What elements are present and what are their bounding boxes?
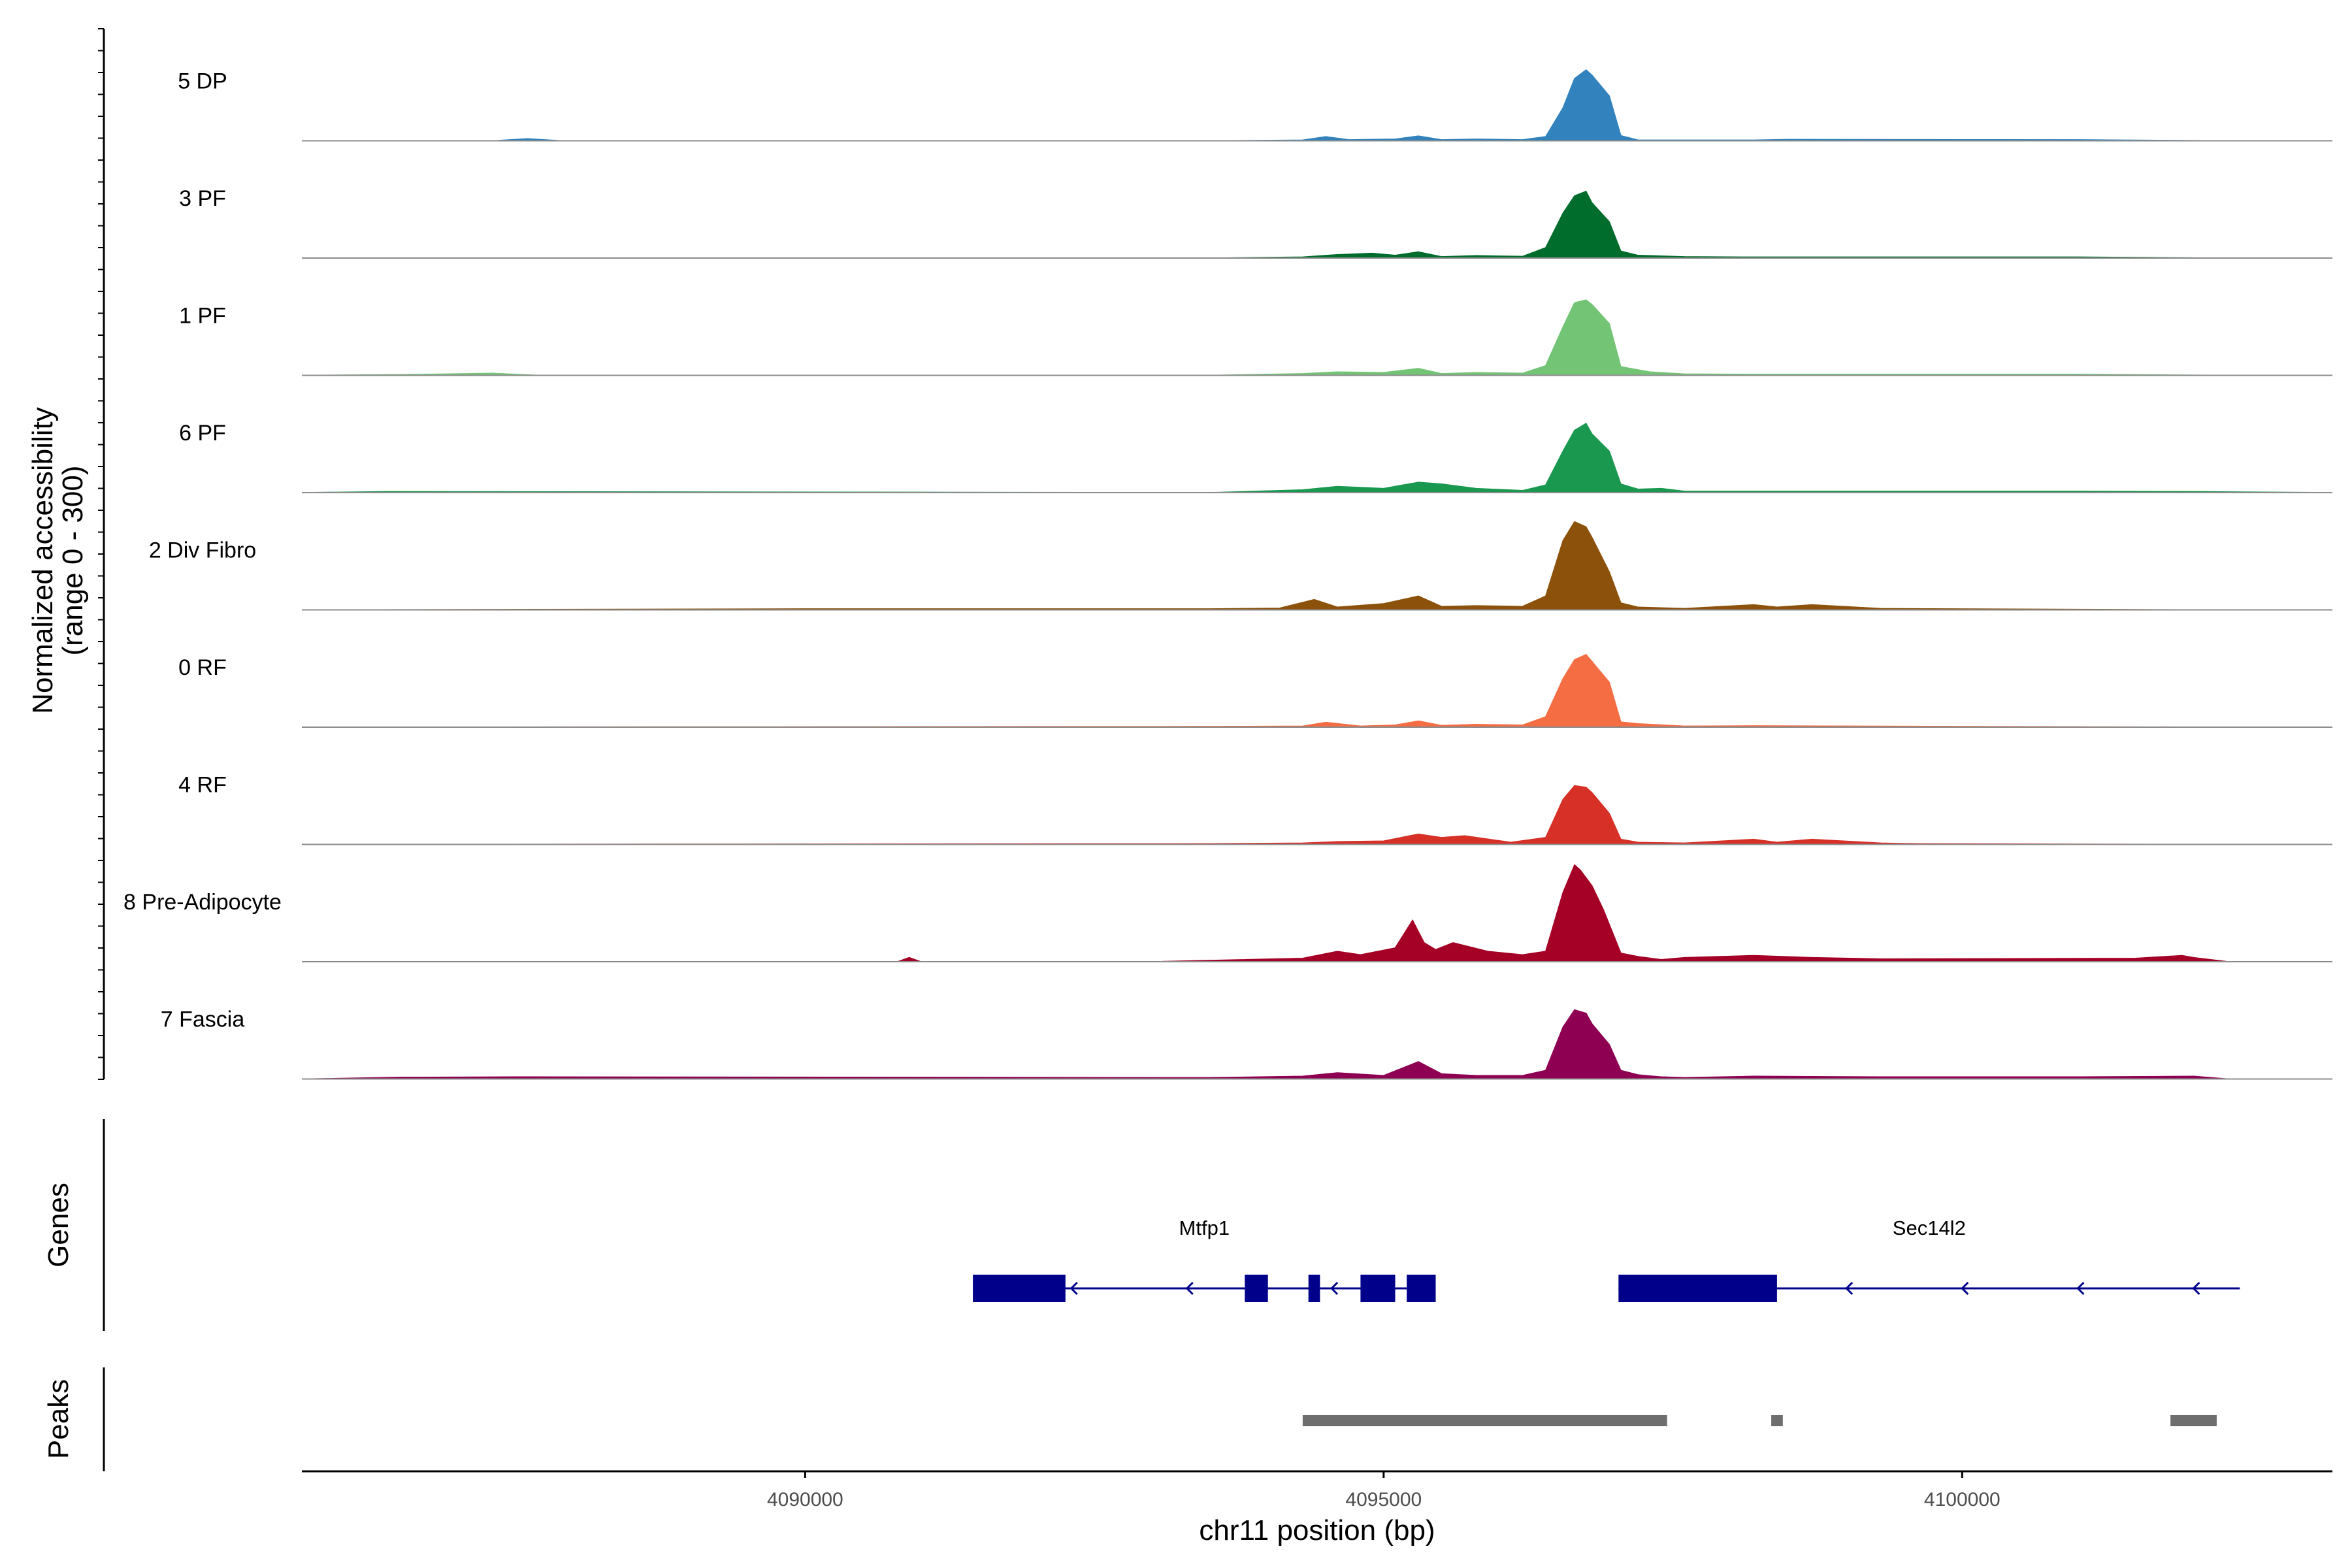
track-5-dp: 5 DP — [178, 69, 2332, 142]
y-axis-title-line2: (range 0 - 300) — [57, 465, 89, 655]
track-label-5-dp: 5 DP — [178, 69, 227, 94]
track-label-2-div-fibro: 2 Div Fibro — [149, 538, 256, 563]
coverage-area-5-dp — [302, 69, 2332, 142]
coverage-area-7-fascia — [301, 1009, 2332, 1080]
x-tick-label: 4100000 — [1924, 1489, 2001, 1511]
track-label-6-pf: 6 PF — [179, 421, 226, 446]
x-tick-label: 4090000 — [767, 1489, 843, 1511]
track-label-1-pf: 1 PF — [179, 304, 226, 329]
track-3-pf: 3 PF — [179, 186, 2332, 259]
strand-arrow — [1961, 1281, 1969, 1296]
track-1-pf: 1 PF — [179, 299, 2332, 376]
coverage-area-1-pf — [301, 299, 2332, 376]
peak-track — [1302, 1415, 2217, 1426]
peak-region — [2170, 1415, 2217, 1426]
track-label-4-rf: 4 RF — [178, 773, 227, 798]
peaks-track-label: Peaks — [42, 1379, 74, 1459]
track-label-3-pf: 3 PF — [179, 186, 226, 211]
strand-arrow — [1330, 1281, 1339, 1296]
coverage-area-6-pf — [301, 423, 2333, 493]
genes-track-label: Genes — [42, 1183, 74, 1267]
peak-region — [1302, 1415, 1667, 1426]
gene-mtfp1: Mtfp1 — [973, 1217, 1436, 1302]
gene-exon — [1360, 1275, 1396, 1302]
track-4-rf: 4 RF — [178, 773, 2332, 845]
gene-sec14l2: Sec14l2 — [1618, 1217, 2240, 1302]
track-label-8-pre-adipocyte: 8 Pre-Adipocyte — [123, 890, 282, 915]
gene-exon — [1618, 1275, 1777, 1302]
track-label-0-rf: 0 RF — [178, 655, 227, 680]
gene-annotation-track: Mtfp1 Sec14l2 — [973, 1217, 2240, 1302]
strand-arrow — [1845, 1281, 1854, 1296]
x-axis-title: chr11 position (bp) — [1199, 1514, 1435, 1546]
gene-label-mtfp1: Mtfp1 — [1179, 1217, 1230, 1239]
accessibility-tracks: 5 DP 3 PF 1 PF 6 PF 2 Div Fibro 0 RF 4 RF 8 Pre… — [123, 69, 2333, 1080]
gene-exon — [1407, 1275, 1436, 1302]
x-tick-label: 4095000 — [1345, 1489, 1422, 1511]
strand-arrow — [1070, 1281, 1078, 1296]
gene-exon — [973, 1275, 1066, 1302]
coverage-area-8-pre-adipocyte — [302, 864, 2332, 962]
track-6-pf: 6 PF — [179, 421, 2333, 493]
y-axis-title-line1: Normalized accessibility — [27, 407, 59, 713]
strand-arrow — [2192, 1281, 2200, 1296]
track-0-rf: 0 RF — [178, 653, 2332, 728]
track-label-7-fascia: 7 Fascia — [161, 1007, 245, 1032]
track-8-pre-adipocyte: 8 Pre-Adipocyte — [123, 864, 2332, 962]
coverage-area-3-pf — [302, 190, 2332, 259]
gene-label-sec14l2: Sec14l2 — [1893, 1217, 1966, 1239]
coverage-area-4-rf — [301, 785, 2332, 845]
gene-exon — [1245, 1275, 1268, 1302]
strand-arrow — [1185, 1281, 1194, 1296]
x-axis-ticks: 4090000 4095000 4100000 — [767, 1471, 2001, 1511]
coverage-area-2-div-fibro — [301, 521, 2332, 611]
track-7-fascia: 7 Fascia — [161, 1007, 2332, 1080]
gene-exon — [1308, 1275, 1320, 1302]
strand-arrow — [2076, 1281, 2085, 1296]
coverage-area-0-rf — [301, 653, 2332, 728]
y-axis-minor-ticks — [98, 28, 104, 1080]
peak-region — [1771, 1415, 1783, 1426]
track-2-div-fibro: 2 Div Fibro — [149, 521, 2332, 611]
